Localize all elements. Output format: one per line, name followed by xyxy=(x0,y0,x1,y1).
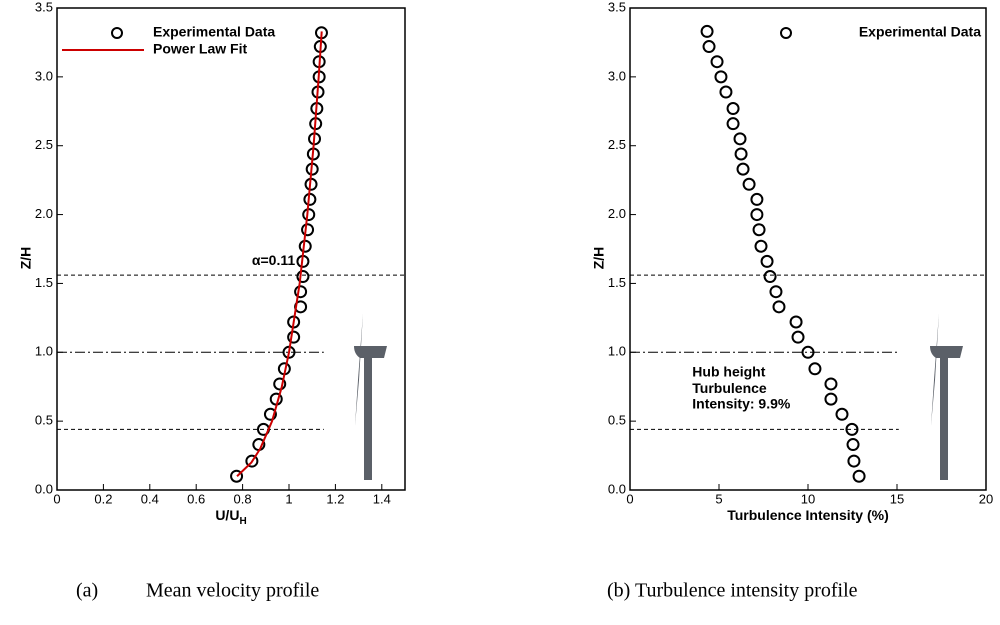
data-point xyxy=(750,192,764,206)
data-point xyxy=(769,285,783,299)
data-point xyxy=(754,239,768,253)
y-axis-label: Z/H xyxy=(591,247,607,270)
y-tick-label: 3.5 xyxy=(608,0,626,14)
data-point xyxy=(808,362,822,376)
caption-label: (a) xyxy=(76,580,98,602)
legend-label: Power Law Fit xyxy=(153,41,247,57)
caption: Mean velocity profile xyxy=(146,580,319,602)
y-axis-label: Z/H xyxy=(18,247,34,270)
x-tick-label: 1.4 xyxy=(373,491,391,506)
plot-frame xyxy=(629,7,987,491)
y-tick-label: 2.0 xyxy=(608,206,626,221)
y-tick-label: 0.0 xyxy=(35,481,53,496)
data-point xyxy=(824,392,838,406)
data-point xyxy=(230,469,244,483)
x-tick-label: 0 xyxy=(53,491,60,506)
data-point xyxy=(835,407,849,421)
x-tick-label: 5 xyxy=(715,491,722,506)
x-tick-label: 10 xyxy=(801,491,815,506)
legend-swatch xyxy=(111,27,123,39)
turbine-icon xyxy=(930,313,963,480)
annotation: Hub height xyxy=(692,364,765,380)
data-point xyxy=(736,162,750,176)
y-tick-label: 2.5 xyxy=(35,137,53,152)
data-point xyxy=(287,330,301,344)
data-point xyxy=(301,223,315,237)
turbine-blade xyxy=(355,313,363,426)
data-point xyxy=(700,24,714,38)
data-point xyxy=(719,85,733,99)
data-point xyxy=(801,345,815,359)
x-axis-label: U/UH xyxy=(215,507,246,527)
data-point xyxy=(263,407,277,421)
y-tick-label: 0.5 xyxy=(35,413,53,428)
data-point xyxy=(772,300,786,314)
data-point xyxy=(245,454,259,468)
y-tick-label: 3.0 xyxy=(608,68,626,83)
annotation: α=0.11 xyxy=(252,252,295,268)
data-point xyxy=(852,469,866,483)
turbine-tower xyxy=(364,352,372,480)
data-point xyxy=(733,132,747,146)
data-point xyxy=(710,55,724,69)
data-point xyxy=(702,40,716,54)
x-axis-label-subscript: H xyxy=(239,516,246,527)
data-point xyxy=(845,422,859,436)
x-tick-label: 0.6 xyxy=(187,491,205,506)
legend-label: Experimental Data xyxy=(153,24,275,40)
x-tick-label: 1.2 xyxy=(326,491,344,506)
data-point xyxy=(734,147,748,161)
annotation: Intensity: 9.9% xyxy=(692,395,791,411)
y-tick-label: 1.5 xyxy=(35,275,53,290)
y-tick-label: 0.5 xyxy=(608,413,626,428)
y-tick-label: 1.5 xyxy=(608,275,626,290)
x-tick-label: 15 xyxy=(890,491,904,506)
turbine-nacelle xyxy=(354,346,387,358)
x-tick-label: 1 xyxy=(285,491,292,506)
x-axis-label-text: U/U xyxy=(215,507,239,523)
x-tick-label: 20 xyxy=(979,491,993,506)
plot-frame xyxy=(56,7,406,491)
y-tick-label: 1.0 xyxy=(608,344,626,359)
y-tick-label: 0.0 xyxy=(608,481,626,496)
data-point xyxy=(752,223,766,237)
turbine-tower xyxy=(940,352,948,480)
x-axis-label: Turbulence Intensity (%) xyxy=(727,507,889,523)
data-point xyxy=(714,70,728,84)
x-tick-label: 0.8 xyxy=(234,491,252,506)
data-point xyxy=(726,102,740,116)
data-point xyxy=(726,117,740,131)
x-tick-label: 0.4 xyxy=(141,491,159,506)
x-tick-label: 0 xyxy=(626,491,633,506)
y-tick-label: 3.0 xyxy=(35,68,53,83)
caption: (b) Turbulence intensity profile xyxy=(607,580,858,602)
data-point xyxy=(763,270,777,284)
x-tick-label: 0.2 xyxy=(94,491,112,506)
data-point xyxy=(846,438,860,452)
data-point xyxy=(789,315,803,329)
y-tick-label: 3.5 xyxy=(35,0,53,14)
fit-line xyxy=(236,31,323,477)
legend-label: Experimental Data xyxy=(859,24,981,40)
y-tick-label: 2.5 xyxy=(608,137,626,152)
data-point xyxy=(791,330,805,344)
data-point xyxy=(760,254,774,268)
y-tick-label: 2.0 xyxy=(35,206,53,221)
turbine-nacelle xyxy=(930,346,963,358)
data-point xyxy=(296,270,310,284)
data-point xyxy=(750,208,764,222)
legend-swatch xyxy=(780,27,792,39)
data-point xyxy=(742,177,756,191)
annotation: Turbulence xyxy=(692,380,767,396)
x-axis-label-text: Turbulence Intensity (%) xyxy=(727,507,889,523)
data-point xyxy=(824,377,838,391)
data-point xyxy=(273,377,287,391)
data-point xyxy=(294,285,308,299)
data-point xyxy=(847,454,861,468)
data-point xyxy=(302,208,316,222)
turbine-blade xyxy=(931,313,939,426)
turbine-icon xyxy=(354,313,387,480)
y-tick-label: 1.0 xyxy=(35,344,53,359)
